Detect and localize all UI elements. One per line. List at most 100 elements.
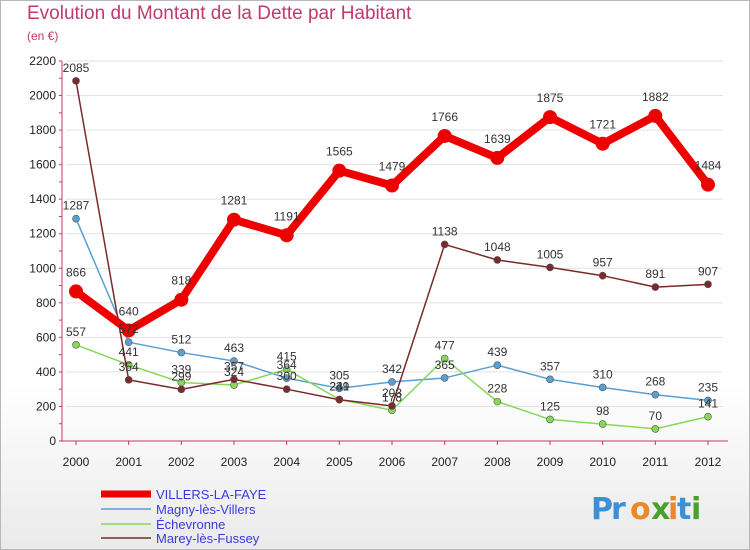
data-point — [440, 374, 449, 382]
data-label: 1287 — [63, 199, 90, 213]
data-point — [651, 283, 660, 291]
data-label: 1281 — [221, 194, 248, 208]
data-point — [69, 284, 83, 299]
brand-logo-letter: i — [668, 492, 678, 527]
x-tick-label: 2009 — [537, 455, 564, 469]
data-label: 305 — [329, 368, 349, 382]
data-label: 299 — [171, 369, 191, 383]
data-point — [177, 385, 186, 394]
data-label: 310 — [593, 367, 613, 381]
data-label: 228 — [487, 382, 507, 396]
data-point — [440, 354, 449, 363]
legend-label: Magny-lès-Villers — [156, 502, 256, 517]
data-label: 957 — [593, 256, 613, 270]
data-label: 891 — [645, 267, 665, 281]
data-point — [124, 376, 133, 384]
data-point — [279, 228, 294, 243]
data-label: 441 — [119, 345, 139, 359]
data-point — [332, 163, 347, 178]
data-label: 1766 — [431, 110, 458, 124]
legend-label: Marey-lès-Fussey — [156, 531, 260, 546]
data-label: 1191 — [274, 209, 300, 223]
x-tick-label: 2003 — [221, 455, 248, 469]
data-label: 178 — [382, 390, 402, 404]
data-label: 235 — [698, 380, 718, 394]
data-point — [704, 280, 712, 289]
data-label: 1005 — [537, 247, 564, 261]
y-tick-label: 1800 — [29, 123, 56, 137]
data-point — [701, 177, 715, 192]
data-point — [546, 375, 554, 384]
data-point — [72, 77, 80, 85]
y-tick-label: 2000 — [29, 89, 56, 103]
y-tick-label: 0 — [49, 434, 56, 448]
data-point — [651, 390, 660, 399]
data-label: 572 — [119, 322, 139, 336]
data-point — [72, 340, 80, 349]
x-tick-label: 2011 — [642, 455, 668, 469]
data-label: 125 — [540, 399, 560, 413]
data-point — [490, 150, 505, 165]
data-point — [282, 374, 291, 382]
brand-logo-letter: o — [630, 492, 651, 527]
data-label: 268 — [645, 375, 665, 389]
data-label: 1565 — [326, 145, 353, 159]
x-tick-label: 2006 — [379, 455, 406, 469]
data-label: 557 — [66, 325, 86, 339]
brand-logo-letter: i — [691, 492, 701, 527]
data-label: 141 — [698, 397, 718, 411]
data-label: 2085 — [63, 61, 90, 75]
data-label: 1875 — [537, 91, 564, 105]
data-label: 70 — [649, 409, 663, 423]
y-tick-label: 1400 — [29, 192, 56, 206]
y-tick-label: 600 — [36, 330, 56, 344]
data-label: 818 — [171, 274, 191, 288]
data-label: 640 — [119, 304, 139, 318]
data-label: 300 — [277, 369, 297, 383]
x-tick-label: 2004 — [273, 455, 300, 469]
data-label: 203 — [382, 386, 402, 400]
data-label: 1048 — [484, 240, 511, 254]
chart-title: Evolution du Montant de la Dette par Hab… — [27, 3, 412, 24]
x-tick-label: 2005 — [326, 455, 353, 469]
y-tick-label: 200 — [36, 399, 56, 413]
x-tick-label: 2002 — [168, 455, 195, 469]
data-point — [648, 108, 663, 123]
data-label: 239 — [329, 380, 349, 394]
y-tick-label: 1600 — [29, 158, 56, 172]
brand-logo-letter: P — [591, 492, 613, 527]
data-label: 866 — [66, 265, 86, 279]
data-point — [177, 348, 186, 357]
series-line-0 — [72, 111, 712, 335]
data-point — [598, 383, 607, 392]
data-label: 1721 — [589, 118, 616, 132]
x-tick-label: 2007 — [431, 455, 458, 469]
data-point — [651, 425, 660, 433]
data-point — [493, 397, 502, 406]
data-point — [282, 385, 291, 393]
y-tick-label: 1000 — [29, 261, 56, 275]
data-point — [124, 338, 133, 347]
data-point — [385, 178, 399, 193]
y-tick-label: 400 — [36, 365, 56, 379]
data-label: 1882 — [642, 90, 669, 104]
data-point — [227, 212, 241, 227]
data-label: 241 — [329, 379, 349, 393]
data-label: 98 — [596, 404, 610, 418]
data-point — [598, 271, 607, 280]
data-point — [388, 378, 396, 386]
data-point — [335, 395, 344, 404]
brand-logo-letter: t — [677, 492, 691, 527]
x-tick-label: 2008 — [484, 455, 511, 469]
brand-logo-letter: x — [651, 492, 670, 527]
data-point — [388, 402, 396, 410]
data-label: 354 — [119, 360, 139, 374]
data-label: 1138 — [432, 224, 458, 238]
data-label: 415 — [277, 349, 297, 363]
legend-label: Échevronne — [156, 517, 225, 532]
data-label: 324 — [224, 365, 244, 379]
x-tick-label: 2000 — [63, 455, 90, 469]
data-label: 463 — [224, 341, 244, 355]
data-point — [704, 396, 712, 405]
